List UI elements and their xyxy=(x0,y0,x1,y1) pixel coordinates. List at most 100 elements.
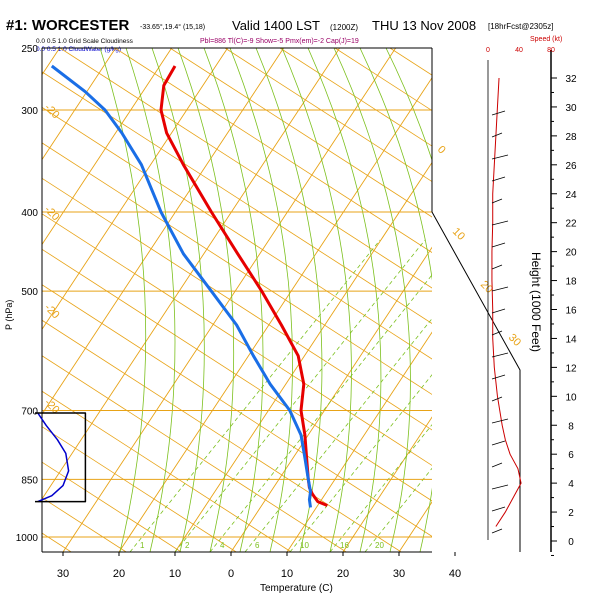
wind-barb xyxy=(491,374,506,380)
x-tick-label: 10 xyxy=(169,568,181,580)
mixing-ratio-line xyxy=(244,317,432,552)
wind-barb xyxy=(491,286,509,292)
wind-barb xyxy=(491,176,506,182)
mixing-ratio-label: 1 xyxy=(140,541,145,550)
height-tick-label: 30 xyxy=(565,103,577,114)
x-tick-label: 20 xyxy=(113,568,125,580)
isotherm-line xyxy=(286,331,432,552)
moist-adiabat-line xyxy=(229,48,293,552)
cloudiness-profile-line xyxy=(35,412,87,503)
dry-adiabat-line xyxy=(42,71,432,324)
grid-layer: 1 2 4 6 10 16 20 xyxy=(42,48,600,552)
station-title: #1: WORCESTER xyxy=(6,17,130,34)
mixing-ratio-label: 20 xyxy=(375,541,384,550)
isotherm-label: -20 xyxy=(42,204,62,224)
mixing-ratio-label: 6 xyxy=(255,541,260,550)
height-tick-label: 22 xyxy=(565,219,577,230)
dry-adiabat-line xyxy=(59,48,432,289)
mixing-ratio-line xyxy=(364,467,432,552)
moist-adiabat-line xyxy=(281,48,352,552)
x-tick-label: 10 xyxy=(281,568,293,580)
mixing-ratio-line xyxy=(174,239,426,552)
height-tick-label: 14 xyxy=(565,334,577,345)
x-tick-label: 30 xyxy=(393,568,405,580)
pressure-tick-label: 400 xyxy=(21,208,38,219)
pressure-tick-label: 500 xyxy=(21,287,38,298)
speed-profile-line xyxy=(491,77,522,527)
legend-cloud-scale: 0.0 0.5 1.0 Grid Scale Cloudiness xyxy=(36,38,134,45)
isotherm-line xyxy=(42,48,229,331)
isotherm-line xyxy=(42,48,117,161)
height-tick-label: 28 xyxy=(565,132,577,143)
dewpoint-profile-line xyxy=(50,64,312,508)
height-tick-label: 2 xyxy=(568,508,574,519)
isotherm-label: 30 xyxy=(506,332,523,349)
x-tick-label: 0 xyxy=(228,568,234,580)
wind-barb xyxy=(491,506,506,512)
wind-barb xyxy=(491,330,503,336)
wind-barb xyxy=(491,264,503,270)
isotherm-line xyxy=(230,246,432,552)
dry-adiabat-line xyxy=(114,48,432,253)
moist-adiabat-line xyxy=(255,48,323,552)
valid-time: Valid 1400 LST xyxy=(232,18,320,33)
mixing-ratio-label: 2 xyxy=(185,541,190,550)
moist-adiabat-line xyxy=(359,48,432,552)
mixing-ratio-line xyxy=(329,424,432,552)
mixing-ratio-line xyxy=(289,374,432,552)
moist-adiabat-line xyxy=(333,48,411,552)
wind-barb xyxy=(491,198,503,204)
isotherm-line xyxy=(342,416,432,552)
mixing-ratio-label: 16 xyxy=(340,541,349,550)
moist-adiabat-line xyxy=(125,48,176,552)
moist-adiabat-line xyxy=(385,48,432,162)
height-axis-title: Height (1000 Feet) xyxy=(529,252,543,352)
speed-axis-label: 0 xyxy=(486,47,490,54)
dry-adiabat-line xyxy=(42,426,237,552)
wind-barb xyxy=(491,132,503,138)
height-tick-label: 0 xyxy=(568,537,574,548)
moist-adiabat-line xyxy=(99,48,147,552)
height-tick-label: 16 xyxy=(565,306,577,317)
isotherm-line xyxy=(42,48,173,246)
pressure-tick-label: 250 xyxy=(21,44,38,55)
dry-adiabat-line xyxy=(42,355,347,552)
moist-adiabat-line xyxy=(151,48,205,552)
isotherm-line xyxy=(398,501,432,552)
dry-adiabat-line xyxy=(42,248,432,502)
mixing-ratio-label: 4 xyxy=(220,541,225,550)
forecast-id: [18hrFcst@2305z] xyxy=(488,22,553,31)
wind-barb xyxy=(491,242,506,248)
wind-barb xyxy=(491,308,506,314)
dry-adiabat-line xyxy=(224,48,432,183)
pressure-tick-label: 700 xyxy=(21,407,38,418)
speed-axis-label: 40 xyxy=(515,47,523,54)
wind-barb xyxy=(491,110,506,116)
height-tick-label: 8 xyxy=(568,421,574,432)
x-tick-label: 30 xyxy=(57,568,69,580)
dry-adiabat-line xyxy=(334,48,432,112)
x-tick-label: 20 xyxy=(337,568,349,580)
height-tick-label: 12 xyxy=(565,363,577,374)
dry-adiabat-line xyxy=(389,48,432,76)
height-tick-label: 32 xyxy=(565,74,577,85)
height-tick-label: 20 xyxy=(565,248,577,259)
dry-adiabat-line xyxy=(42,284,432,537)
wind-barb xyxy=(491,528,503,534)
dry-adiabat-line xyxy=(42,390,292,552)
pressure-tick-label: 300 xyxy=(21,106,38,117)
height-tick-label: 18 xyxy=(565,277,577,288)
isotherm-line xyxy=(511,48,600,552)
wind-barb xyxy=(491,352,509,358)
wind-barb xyxy=(491,418,509,424)
dry-adiabat-line xyxy=(42,106,432,360)
dry-adiabat-line xyxy=(42,213,432,466)
pressure-tick-label: 850 xyxy=(21,475,38,486)
isotherm-label: 10 xyxy=(450,226,467,243)
height-tick-label: 10 xyxy=(565,392,577,403)
utc-time: (1200Z) xyxy=(330,23,358,32)
frame-right xyxy=(431,48,521,552)
dry-adiabat-line xyxy=(279,48,432,147)
dry-adiabat-line xyxy=(445,48,600,552)
